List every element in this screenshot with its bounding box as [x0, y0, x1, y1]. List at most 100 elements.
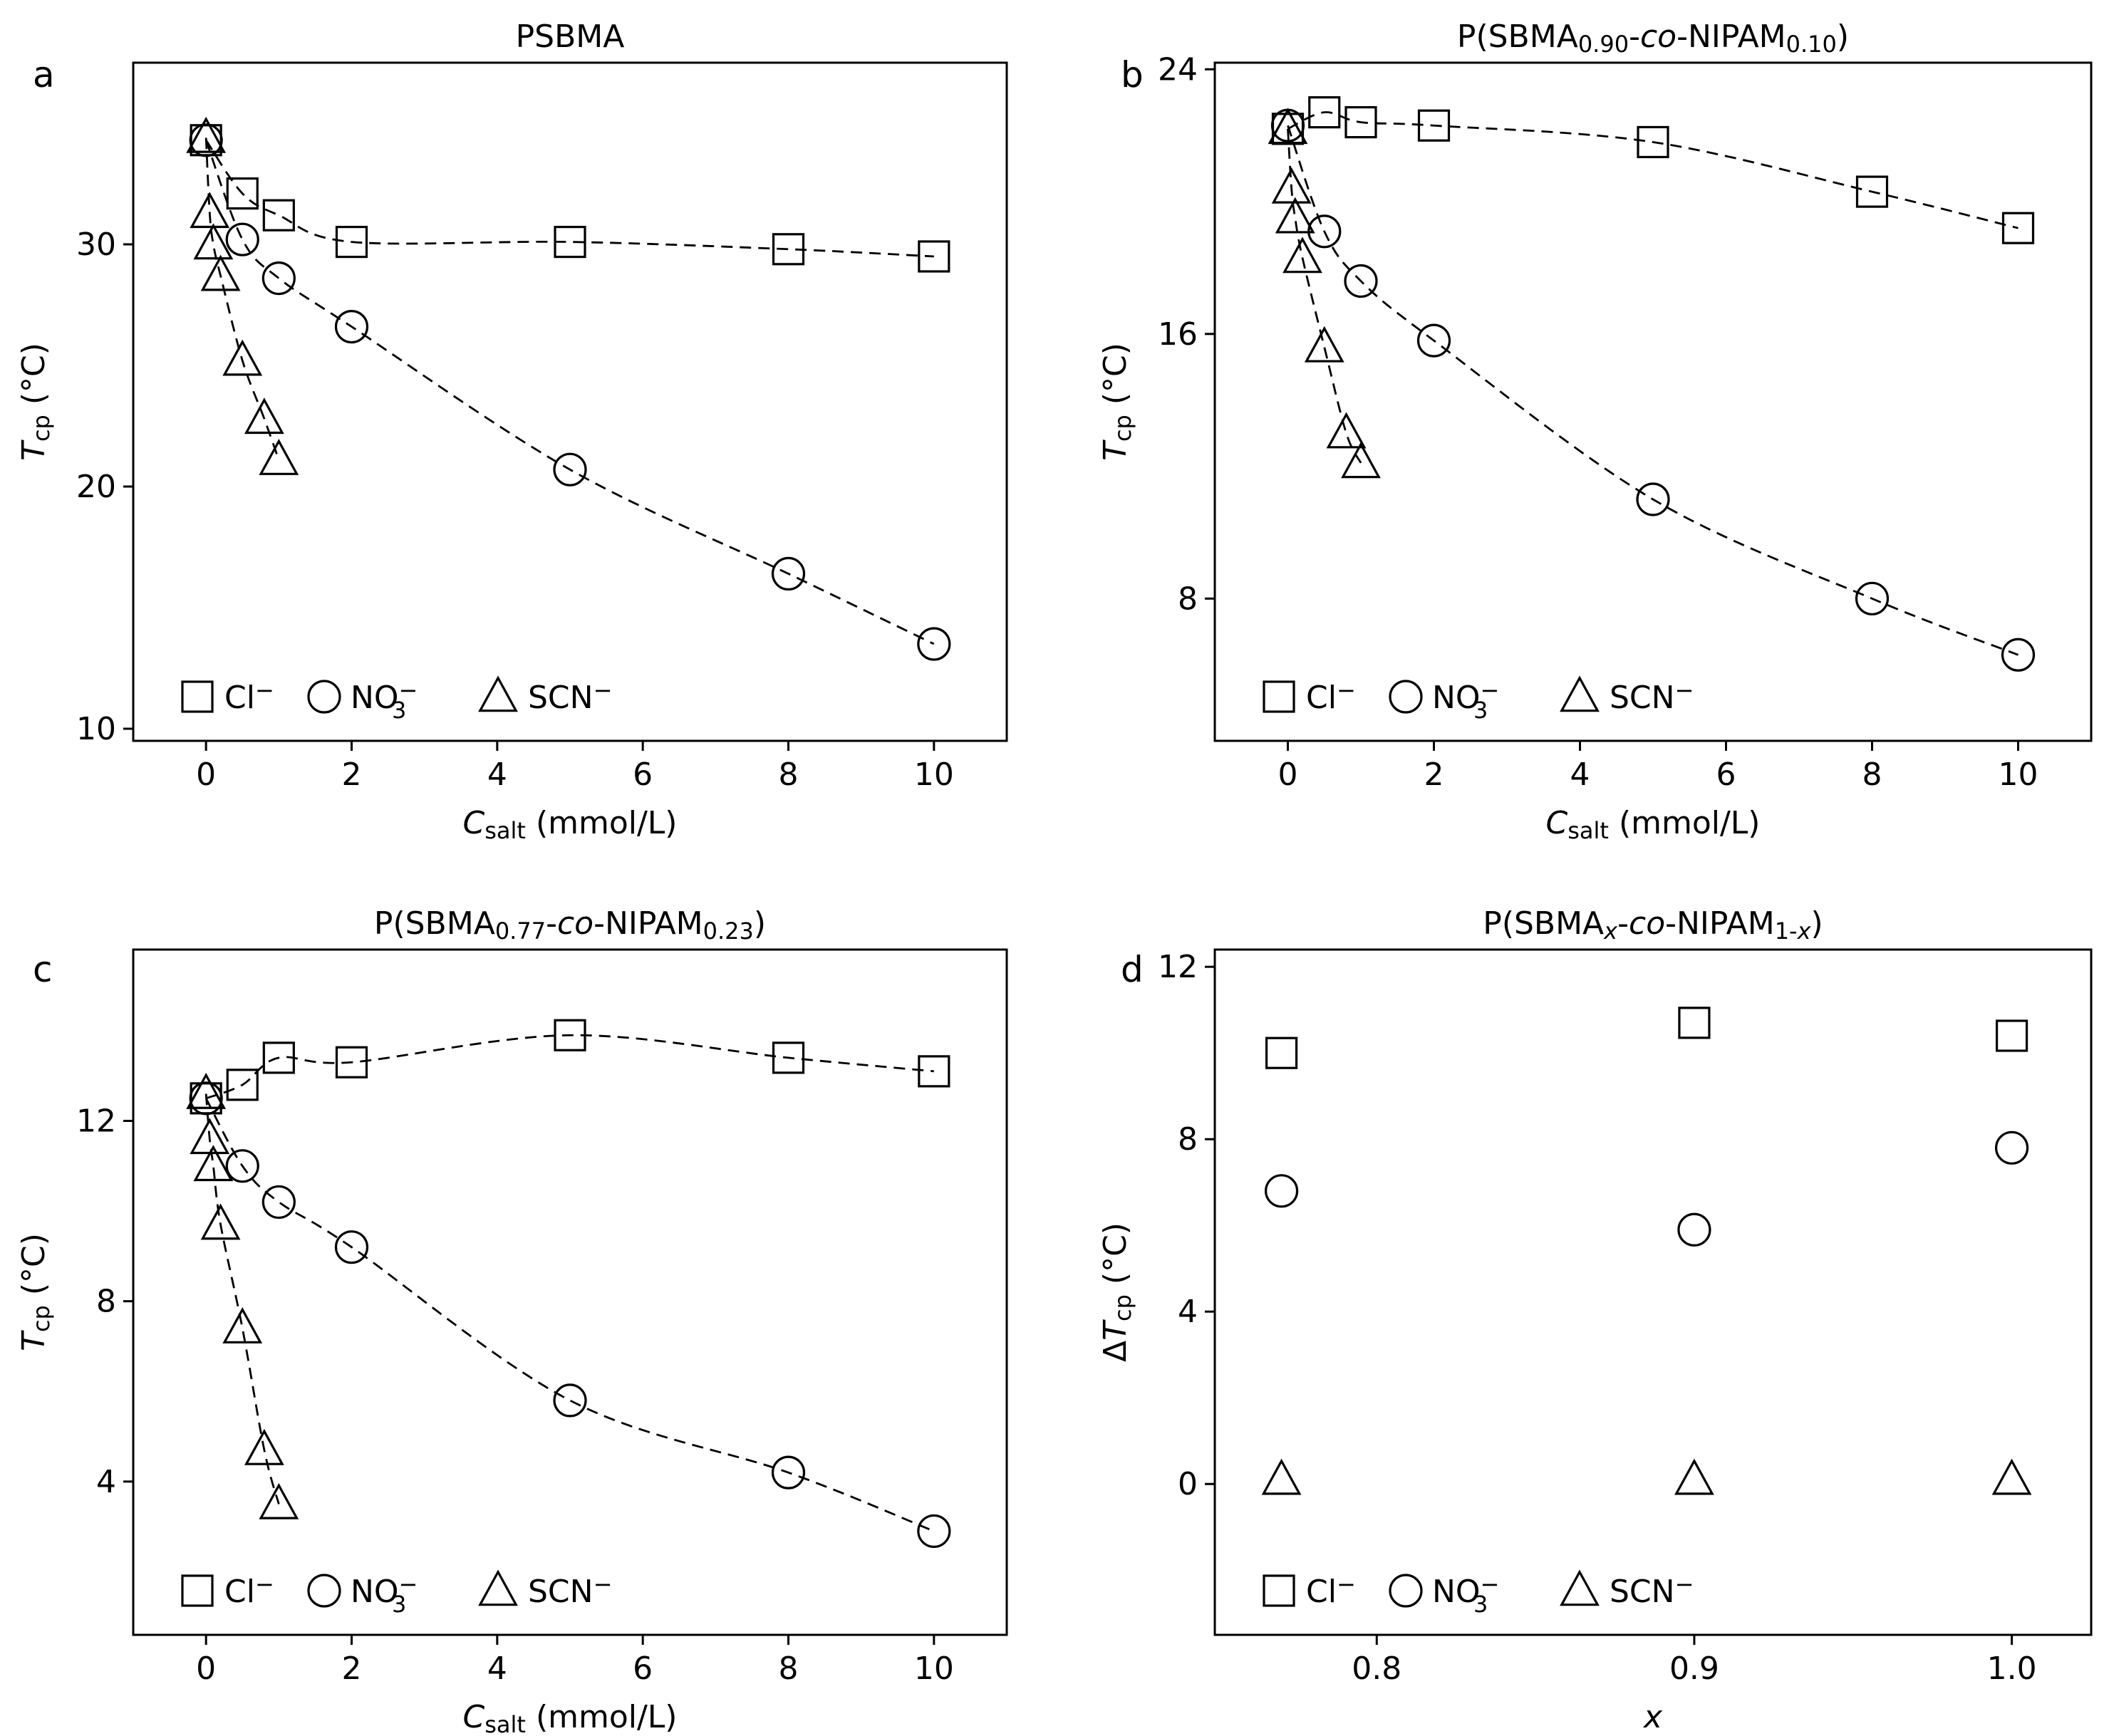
legend-marker-square [1263, 1574, 1295, 1607]
x-tick-label: 10 [1999, 757, 2038, 793]
x-tick-label: 4 [487, 1651, 507, 1687]
x-tick-label: 10 [914, 757, 954, 793]
y-tick-label: 4 [1178, 1294, 1198, 1330]
data-point-square [554, 226, 586, 259]
data-point-triangle [222, 339, 263, 376]
legend-marker-circle [307, 680, 341, 714]
x-tick-label: 0.8 [1352, 1651, 1401, 1687]
legend-label: NO− [351, 677, 418, 716]
y-tick-label: 16 [1158, 316, 1198, 353]
panel-letter: d [1121, 949, 1144, 990]
y-axis-label: Tcp (°C) [16, 1233, 55, 1351]
data-point-circle [334, 310, 369, 344]
x-tick-label: 0 [196, 1651, 216, 1687]
legend-label: SCN− [528, 1571, 612, 1610]
data-point-triangle [186, 1072, 227, 1109]
legend-label: SCN− [528, 677, 612, 716]
data-point-triangle [222, 1307, 263, 1343]
x-tick-label: 0 [1278, 757, 1298, 793]
data-point-triangle [200, 254, 241, 291]
plot-frame [1213, 61, 2093, 742]
data-point-square [2001, 212, 2035, 244]
data-point-square [1995, 1019, 2028, 1052]
data-point-circle [189, 123, 223, 157]
y-tick-label: 20 [76, 469, 116, 505]
plot-frame [132, 61, 1008, 742]
y-tick-label: 10 [76, 711, 116, 747]
data-point-square [335, 1046, 368, 1078]
data-point-triangle [186, 116, 227, 153]
legend-label: NO− [1432, 1571, 1499, 1610]
fit-line-circle [1287, 125, 2019, 656]
data-point-circle [553, 1383, 587, 1418]
panel-a: a PSBMA 0 2 4 6 8 10 10 20 30 Csalt (mmol/L) Tcp (°C… [16, 19, 1008, 844]
y-axis-label: Tcp (°C) [1097, 343, 1136, 461]
y-tick-label: 12 [1158, 949, 1198, 985]
data-point-circle [334, 1230, 369, 1264]
data-point-circle [917, 1514, 951, 1549]
fit-line-circle [204, 140, 935, 645]
x-tick-label: 8 [779, 1651, 799, 1687]
data-point-circle [1264, 1174, 1299, 1208]
legend-label: Cl− [224, 677, 274, 716]
data-point-square [262, 199, 295, 232]
data-point-circle [1636, 482, 1670, 516]
data-point-triangle [1674, 1458, 1714, 1495]
y-tick-label: 8 [96, 1284, 116, 1320]
legend-marker-circle [1389, 680, 1423, 714]
data-point-square [226, 177, 259, 210]
data-point-triangle [1991, 1458, 2032, 1495]
x-axis-label: Csalt (mmol/L) [463, 1699, 678, 1736]
data-point-square [918, 240, 950, 273]
x-axis-label: Csalt (mmol/L) [1546, 805, 1761, 844]
fit-line-square [205, 140, 934, 258]
data-point-square [1637, 125, 1669, 159]
data-point-square [1678, 1007, 1711, 1039]
data-point-circle [1994, 1131, 2029, 1165]
data-point-square [226, 1069, 259, 1101]
x-tick-label: 1.0 [1987, 1651, 2037, 1687]
data-point-square [1344, 105, 1377, 139]
y-tick-label: 12 [76, 1103, 116, 1140]
data-point-triangle [190, 192, 230, 229]
data-point-circle [553, 452, 587, 487]
data-point-triangle [244, 397, 284, 435]
legend-marker-triangle [478, 675, 518, 712]
fit-line-triangle [1287, 128, 1362, 464]
data-point-square [918, 1055, 950, 1088]
data-point-triangle [1341, 442, 1381, 479]
legend: Cl− NO−3 SCN− [1263, 675, 1694, 724]
data-point-circle [261, 1185, 296, 1220]
plot-frame [1213, 948, 2093, 1636]
x-tick-label: 2 [1424, 757, 1444, 793]
legend-marker-triangle [1560, 675, 1600, 712]
data-point-square [772, 1041, 805, 1074]
x-tick-label: 8 [779, 757, 799, 793]
legend: Cl− NO−3 SCN− [181, 675, 612, 724]
data-point-circle [1855, 581, 1890, 615]
data-point-circle [189, 1081, 223, 1116]
x-tick-label: 4 [1570, 757, 1590, 793]
x-tick-label: 4 [487, 757, 507, 793]
data-point-circle [261, 261, 296, 296]
data-point-square [1855, 175, 1889, 208]
legend-label-subscript: 3 [1473, 1591, 1488, 1618]
legend-marker-square [181, 1574, 214, 1607]
y-tick-label: 8 [1178, 1121, 1198, 1158]
legend-label: NO− [351, 1571, 418, 1610]
legend-marker-square [181, 680, 214, 713]
data-point-circle [1344, 264, 1378, 298]
data-point-square [262, 1041, 295, 1074]
legend-marker-triangle [478, 1569, 518, 1606]
data-point-square [1417, 109, 1451, 142]
fit-line-triangle [204, 1093, 280, 1504]
data-point-triangle [259, 1482, 299, 1519]
data-point-triangle [200, 1203, 241, 1240]
panel-b: bP(SBMA0.90-co-NIPAM0.10)0 2 4 6 8 1081624Csa… [1097, 19, 2093, 844]
data-point-triangle [1268, 108, 1308, 145]
data-point-square [1308, 96, 1341, 129]
x-tick-label: 6 [1716, 757, 1736, 793]
legend-marker-circle [1389, 1574, 1423, 1608]
x-tick-label: 0 [196, 757, 216, 793]
panel-letter: c [33, 949, 53, 990]
